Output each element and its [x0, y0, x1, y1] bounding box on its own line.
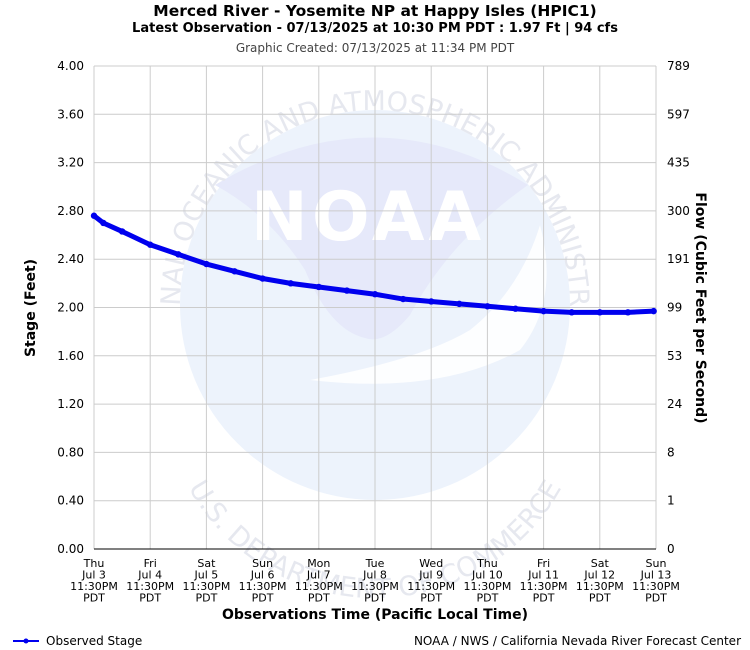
observed-stage-point	[540, 307, 547, 315]
observed-stage-point	[259, 275, 266, 282]
y2-tick-label: 300	[667, 204, 690, 218]
observed-stage-point	[287, 280, 294, 287]
x-tick-label: Sun Jul 6 11:30PM PDT	[239, 557, 287, 605]
y-tick-label: 4.00	[57, 59, 84, 73]
x-tick-label: Fri Jul 11 11:30PM PDT	[520, 557, 568, 605]
legend-label: Observed Stage	[46, 634, 143, 648]
grid-lines	[93, 65, 657, 550]
observed-stage-point	[596, 309, 603, 316]
y-tick-label: 0.00	[57, 542, 84, 556]
observed-stage-point	[624, 309, 632, 316]
y-tick-label: 0.80	[57, 445, 84, 459]
legend: Observed Stage	[12, 634, 142, 648]
y-tick-label: 2.80	[57, 204, 84, 218]
observed-stage-point	[231, 268, 238, 275]
y-tick-label: 1.20	[57, 397, 84, 411]
y-tick-label: 0.40	[57, 494, 84, 508]
noaa-logo-bird	[215, 137, 528, 340]
graphic-created: Graphic Created: 07/13/2025 at 11:34 PM …	[235, 41, 515, 55]
y2-tick-label: 191	[667, 252, 690, 266]
x-axis-label: Observations Time (Pacific Local Time)	[222, 607, 528, 623]
y-tick-label: 3.20	[57, 156, 84, 170]
observed-stage-point	[484, 303, 491, 310]
x-tick-label: Fri Jul 4 11:30PM PDT	[126, 557, 174, 605]
observed-stage-line	[91, 213, 657, 315]
observed-stage-point	[343, 287, 351, 294]
y2-tick-label: 1	[667, 494, 675, 508]
observed-stage-point	[203, 260, 210, 268]
x-tick-label: Thu Jul 10 11:30PM PDT	[463, 557, 511, 605]
y2-tick-label: 435	[667, 156, 690, 170]
y-tick-label: 1.60	[57, 349, 84, 363]
observed-stage-point	[315, 283, 322, 291]
y2-tick-label: 8	[667, 445, 675, 459]
y2-tick-label: 99	[667, 301, 682, 315]
y2-tick-label: 24	[667, 397, 682, 411]
series-observed-stage	[90, 212, 657, 316]
y-tick-label: 3.60	[57, 107, 84, 121]
observed-stage-point	[371, 291, 379, 298]
y2-axis-label: Flow (Cubic Feet per Second)	[692, 192, 708, 424]
x-tick-label: Sun Jul 13 11:30PM PDT	[632, 557, 680, 605]
observed-stage-point	[175, 251, 182, 258]
observed-stage-point	[147, 241, 154, 248]
y-tick-label: 2.00	[57, 301, 84, 315]
y2-tick-label: 789	[667, 59, 690, 73]
x-tick-label: Tue Jul 8 11:30PM PDT	[351, 557, 399, 605]
axes: 0.00 0 0.40 1 0.80 8 1.20 24 1.60 53 2.00 99 2.40 191…	[57, 59, 690, 605]
noaa-watermark: NOAA NATIONAL OCEANIC AND ATMOSPHERIC AD…	[0, 0, 594, 605]
y2-tick-label: 597	[667, 107, 690, 121]
observed-stage-point	[100, 219, 107, 227]
observed-stage-point	[399, 295, 407, 303]
x-tick-label: Thu Jul 3 11:30PM PDT	[70, 557, 118, 605]
observed-stage-point	[650, 307, 657, 315]
y2-tick-label: 53	[667, 349, 682, 363]
x-tick-label: Wed Jul 9 11:30PM PDT	[407, 557, 455, 605]
observed-stage-point	[456, 300, 463, 308]
x-tick-label: Sat Jul 5 11:30PM PDT	[182, 557, 230, 605]
y-tick-label: 2.40	[57, 252, 84, 266]
noaa-logo-text: NOAA	[251, 178, 485, 257]
y2-tick-label: 0	[667, 542, 675, 556]
chart-title: Merced River - Yosemite NP at Happy Isle…	[153, 2, 597, 20]
observed-stage-point	[568, 309, 575, 316]
credit-text: NOAA / NWS / California Nevada River For…	[413, 634, 741, 648]
observed-stage-point	[428, 298, 435, 305]
observed-stage-point	[512, 305, 519, 312]
observed-stage-point	[90, 212, 98, 219]
legend-swatch	[13, 638, 39, 644]
latest-observation: Latest Observation - 07/13/2025 at 10:30…	[132, 21, 618, 36]
x-tick-label: Sat Jul 12 11:30PM PDT	[576, 557, 624, 605]
x-tick-label: Mon Jul 7 11:30PM PDT	[295, 557, 343, 605]
y-axis-label: Stage (Feet)	[23, 258, 39, 358]
observed-stage-point	[118, 228, 126, 235]
